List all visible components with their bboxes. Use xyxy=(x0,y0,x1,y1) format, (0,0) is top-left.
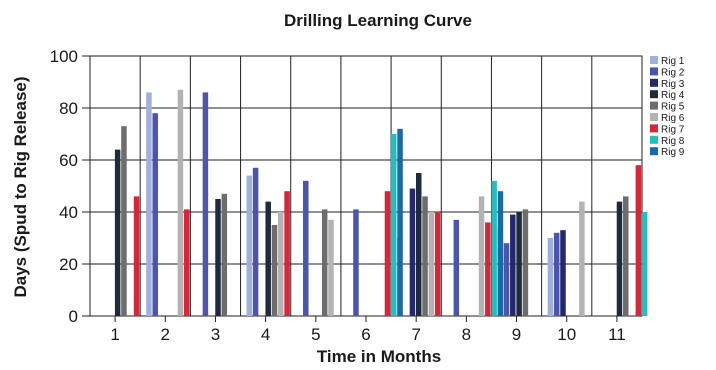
bar xyxy=(522,209,529,316)
bar xyxy=(547,238,554,316)
x-tick-label: 7 xyxy=(411,325,420,344)
bar xyxy=(321,209,328,316)
legend-swatch xyxy=(650,56,658,64)
y-axis-label: Days (Spud to Rig Release) xyxy=(11,76,30,297)
legend-label: Rig 1 xyxy=(661,56,685,67)
bar xyxy=(252,167,259,316)
bar xyxy=(146,92,152,317)
bar xyxy=(278,212,284,316)
y-tick-label: 80 xyxy=(59,99,78,118)
bar xyxy=(422,196,428,316)
bar xyxy=(616,201,623,316)
bar xyxy=(121,126,127,316)
legend-swatch xyxy=(650,101,658,110)
y-tick-label: 60 xyxy=(59,151,78,170)
bar xyxy=(485,222,491,316)
x-tick-label: 4 xyxy=(261,325,270,344)
bar xyxy=(215,199,221,316)
bar xyxy=(152,113,158,316)
bar xyxy=(221,193,228,316)
chart-title: Drilling Learning Curve xyxy=(284,11,472,30)
axes: 0 20 40 60 80 100 1 2 3 4 5 6 7 8 9 10 11 xyxy=(50,47,626,344)
legend-label: Rig 7 xyxy=(661,124,685,135)
y-tick-label: 0 xyxy=(69,307,78,326)
bar xyxy=(560,230,566,316)
bar xyxy=(303,180,309,316)
bar xyxy=(497,191,504,316)
bar xyxy=(353,209,359,316)
legend-swatch xyxy=(650,124,658,133)
bar xyxy=(397,128,403,316)
bar xyxy=(177,89,184,316)
y-tick-label: 40 xyxy=(59,203,78,222)
x-axis-label: Time in Months xyxy=(317,347,441,366)
bar xyxy=(265,201,271,316)
bar xyxy=(491,180,497,316)
bar xyxy=(510,214,516,316)
bar xyxy=(453,219,460,316)
legend-label: Rig 3 xyxy=(661,79,685,90)
bar xyxy=(284,191,290,316)
legend-swatch xyxy=(650,67,658,76)
x-tick-label: 8 xyxy=(462,325,471,344)
bar xyxy=(202,92,209,317)
bar xyxy=(183,209,190,316)
bar xyxy=(516,212,522,316)
legend-label: Rig 5 xyxy=(661,102,685,113)
legend-swatch xyxy=(650,90,658,99)
legend-label: Rig 4 xyxy=(661,90,685,101)
x-tick-label: 3 xyxy=(211,325,220,344)
bar xyxy=(271,225,278,316)
bars xyxy=(114,89,648,317)
bar xyxy=(328,219,334,316)
bar xyxy=(246,175,253,316)
bar xyxy=(434,212,441,316)
legend-label: Rig 9 xyxy=(661,147,685,158)
legend-label: Rig 8 xyxy=(661,136,685,147)
x-tick-label: 10 xyxy=(557,325,576,344)
bar xyxy=(415,173,422,316)
bar xyxy=(503,243,510,316)
legend-swatch xyxy=(650,135,658,144)
grid-lines xyxy=(82,55,643,317)
bar xyxy=(114,149,121,316)
bar xyxy=(384,191,391,316)
legend-swatch xyxy=(650,147,658,156)
bar xyxy=(478,196,485,316)
bar xyxy=(553,232,560,316)
x-tick-label: 1 xyxy=(110,325,119,344)
y-tick-label: 100 xyxy=(50,47,78,66)
y-tick-label: 20 xyxy=(59,255,78,274)
x-tick-label: 2 xyxy=(161,325,170,344)
bar xyxy=(623,196,629,316)
x-tick-label: 5 xyxy=(311,325,320,344)
x-tick-label: 9 xyxy=(512,325,521,344)
bar xyxy=(635,165,642,316)
legend-label: Rig 2 xyxy=(661,67,685,78)
bar xyxy=(641,212,648,316)
bar xyxy=(391,134,397,316)
bar xyxy=(579,201,585,316)
x-tick-label: 11 xyxy=(608,325,626,344)
legend-swatch xyxy=(650,78,658,87)
bar xyxy=(428,212,435,316)
bar xyxy=(133,196,140,316)
x-tick-label: 6 xyxy=(361,325,370,344)
bar xyxy=(409,188,416,316)
legend-swatch xyxy=(650,113,658,121)
legend-label: Rig 6 xyxy=(661,113,685,124)
